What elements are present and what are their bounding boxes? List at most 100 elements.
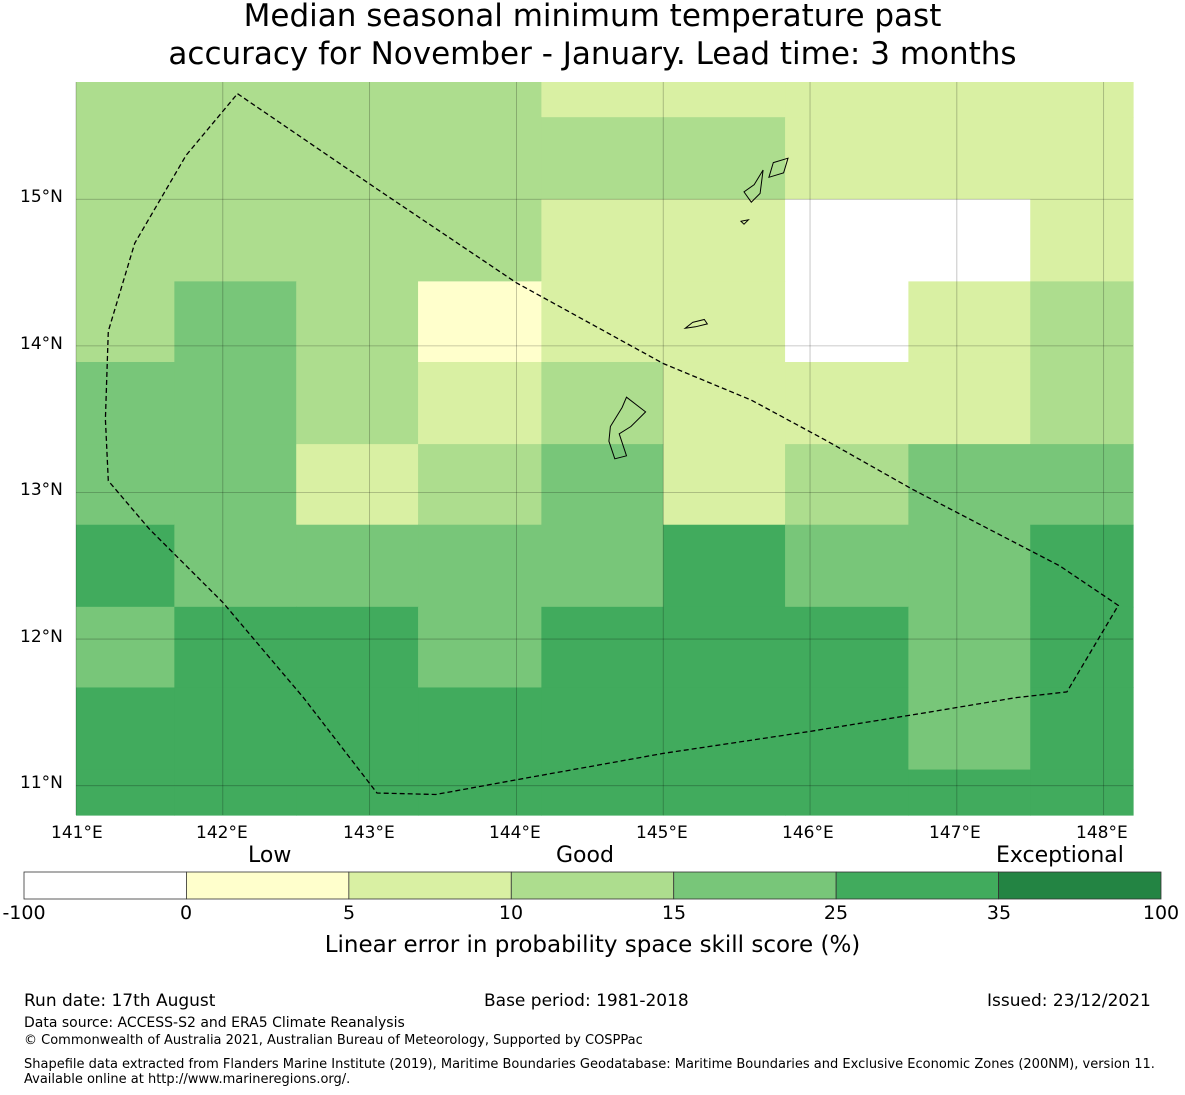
grid-cell <box>174 199 297 282</box>
grid-cell <box>296 117 419 200</box>
colorbar-segment <box>998 871 1162 900</box>
grid-cell <box>76 82 175 118</box>
grid-cell <box>908 281 1031 363</box>
grid-cell <box>663 199 786 282</box>
grid-cell <box>908 524 1031 608</box>
grid-cell <box>174 82 297 118</box>
cbar-tick-m100: -100 <box>2 902 46 924</box>
grid-cell <box>908 687 1031 771</box>
band-exceptional: Exceptional <box>996 843 1124 868</box>
grid-cell <box>174 606 297 689</box>
grid-cell <box>418 687 542 771</box>
grid-cell <box>174 687 297 771</box>
grid-cell <box>418 769 542 816</box>
grid-cell <box>418 199 542 282</box>
grid-cell <box>1030 524 1134 608</box>
grid-cell <box>1030 82 1134 118</box>
grid-cell <box>296 444 419 526</box>
grid-cell <box>908 117 1031 200</box>
grid-cell <box>785 444 909 526</box>
grid-cell <box>785 687 909 771</box>
grid-cell <box>1030 199 1134 282</box>
grid-cell <box>1030 117 1134 200</box>
island-coastline <box>608 396 647 460</box>
grid-cell <box>663 82 786 118</box>
grid-cell <box>76 117 175 200</box>
island-coastline <box>743 169 764 203</box>
grid-cell <box>663 524 786 608</box>
grid-cell <box>296 82 419 118</box>
grid-cell <box>418 524 542 608</box>
lon-tick-144: 144°E <box>489 823 541 843</box>
grid-cell <box>174 524 297 608</box>
cbar-tick-25: 25 <box>823 902 849 924</box>
grid-cell <box>296 606 419 689</box>
grid-cell <box>785 199 909 282</box>
eez-boundary <box>104 93 1120 796</box>
grid-cell <box>541 117 664 200</box>
grid-cell <box>296 769 419 816</box>
chart-title-line1: Median seasonal minimum temperature past <box>243 0 942 34</box>
grid-cell <box>174 281 297 363</box>
lon-tick-141: 141°E <box>51 823 103 843</box>
grid-cell <box>1030 769 1134 816</box>
grid-cell <box>663 687 786 771</box>
grid-cell <box>76 199 175 282</box>
grid-cell <box>663 281 786 363</box>
grid-cell <box>785 117 909 200</box>
lon-tick-147: 147°E <box>929 823 981 843</box>
cbar-tick-100: 100 <box>1142 902 1180 924</box>
grid-cell <box>785 362 909 445</box>
grid-cell <box>908 769 1031 816</box>
grid-cell <box>76 606 175 689</box>
colorbar-label: Linear error in probability space skill … <box>324 932 861 958</box>
grid-cell <box>785 606 909 689</box>
grid-cell <box>76 769 175 816</box>
colorbar-segment <box>348 871 512 900</box>
island-coastline <box>768 157 789 179</box>
lat-tick-15: 15°N <box>20 187 63 207</box>
lon-tick-145: 145°E <box>636 823 688 843</box>
grid-cell <box>541 606 664 689</box>
grid-cell <box>785 82 909 118</box>
band-low: Low <box>248 843 292 868</box>
chart-title-line2: accuracy for November - January. Lead ti… <box>168 36 1017 72</box>
grid-cell <box>1030 606 1134 689</box>
grid-cell <box>541 687 664 771</box>
grid-cell <box>541 281 664 363</box>
grid-cell <box>663 117 786 200</box>
colorbar-segment <box>835 871 999 900</box>
grid-cell <box>174 769 297 816</box>
grid-cell <box>663 606 786 689</box>
grid-cell <box>1030 687 1134 771</box>
cbar-tick-10: 10 <box>498 902 524 924</box>
lat-tick-14: 14°N <box>20 334 63 354</box>
grid-cell <box>908 82 1031 118</box>
colorbar-segment <box>23 871 187 900</box>
grid-cell <box>296 524 419 608</box>
grid-cell <box>785 281 909 363</box>
grid-cell <box>541 362 664 445</box>
colorbar-segment <box>673 871 837 900</box>
grid-cell <box>785 524 909 608</box>
skill-map <box>75 82 1134 816</box>
grid-cell <box>663 444 786 526</box>
grid-cell <box>908 362 1031 445</box>
lon-tick-143: 143°E <box>343 823 395 843</box>
island-coastline <box>739 218 750 225</box>
shapefile-credit: Shapefile data extracted from Flanders M… <box>24 1057 1155 1087</box>
grid-cell <box>418 117 542 200</box>
cbar-tick-0: 0 <box>179 902 193 924</box>
grid-cell <box>418 444 542 526</box>
grid-cell <box>1030 362 1134 445</box>
grid-cell <box>908 444 1031 526</box>
grid-cell <box>296 281 419 363</box>
grid-cell <box>174 117 297 200</box>
island-coastline <box>683 318 709 330</box>
lat-tick-11: 11°N <box>20 773 63 793</box>
grid-cell <box>76 687 175 771</box>
grid-cell <box>418 82 542 118</box>
grid-cell <box>541 444 664 526</box>
lat-tick-13: 13°N <box>20 480 63 500</box>
colorbar-segment <box>186 871 350 900</box>
